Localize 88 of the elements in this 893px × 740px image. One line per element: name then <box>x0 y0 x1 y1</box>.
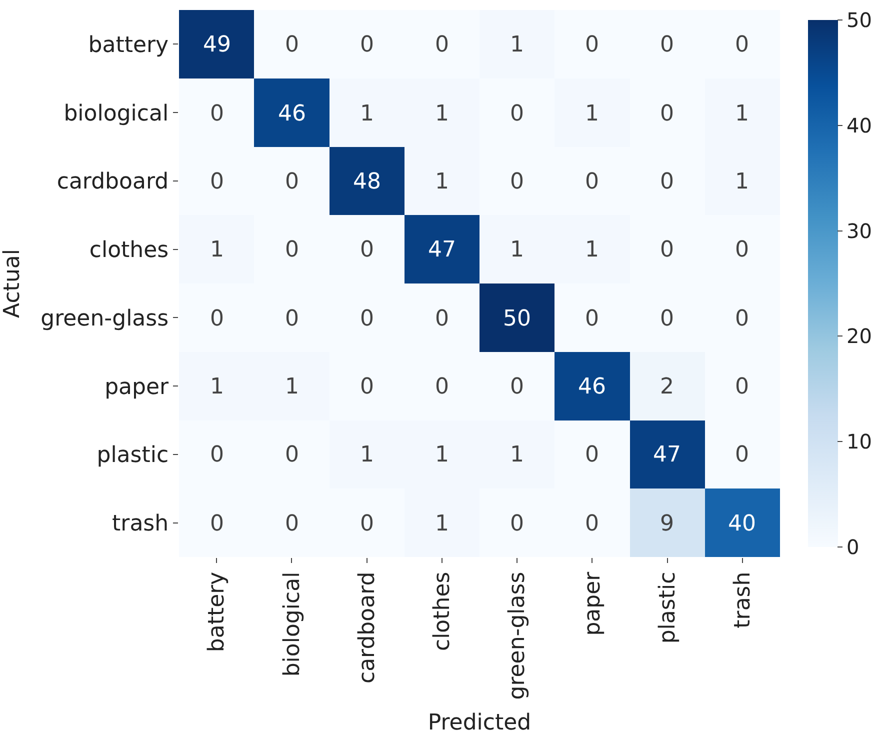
data-label: 49 <box>203 32 231 58</box>
data-label: 48 <box>353 170 381 195</box>
y-tick-label: biological <box>64 101 169 126</box>
color-bar-label: 30 <box>846 218 872 243</box>
data-label: 1 <box>585 238 599 263</box>
data-label: 0 <box>435 374 449 400</box>
data-label: 0 <box>735 374 749 400</box>
x-tick-label: green-glass <box>505 572 530 700</box>
data-label: 40 <box>728 512 756 537</box>
data-label: 0 <box>285 512 299 537</box>
data-label: 0 <box>735 442 749 468</box>
data-label: 0 <box>360 32 374 58</box>
data-label: 0 <box>285 306 299 332</box>
data-label: 0 <box>585 512 599 537</box>
y-tick-label: clothes <box>89 238 169 264</box>
data-label: 0 <box>510 374 524 400</box>
data-label: 0 <box>360 374 374 400</box>
data-label: 0 <box>285 238 299 263</box>
data-label: 0 <box>210 306 224 332</box>
data-label: 0 <box>660 32 674 58</box>
data-label: 1 <box>210 238 224 263</box>
data-label: 1 <box>585 102 599 127</box>
data-label: 1 <box>735 102 749 127</box>
data-label: 0 <box>510 102 524 127</box>
data-label: 46 <box>278 102 306 127</box>
data-label: 0 <box>660 238 674 263</box>
x-tick-label: biological <box>280 572 305 677</box>
data-label: 1 <box>435 512 449 537</box>
data-label: 0 <box>210 442 224 468</box>
data-label: 0 <box>660 170 674 195</box>
data-label: 0 <box>285 170 299 195</box>
data-label: 0 <box>510 170 524 195</box>
data-label: 9 <box>660 512 674 537</box>
x-axis-title: Predicted <box>428 710 532 736</box>
color-bar-label: 10 <box>846 430 872 454</box>
data-label: 0 <box>585 306 599 332</box>
data-label: 0 <box>285 442 299 468</box>
y-tick-label: battery <box>88 32 169 58</box>
data-label: 1 <box>735 170 749 195</box>
data-label: 0 <box>585 442 599 468</box>
x-tick-label: plastic <box>655 572 680 644</box>
data-label: 0 <box>435 306 449 332</box>
data-label: 0 <box>585 32 599 58</box>
data-label: 0 <box>360 306 374 332</box>
data-label: 0 <box>735 306 749 332</box>
y-tick-label: green-glass <box>40 306 169 332</box>
data-label: 0 <box>210 102 224 127</box>
data-label: 0 <box>210 170 224 195</box>
data-label: 1 <box>435 170 449 195</box>
data-label: 0 <box>660 102 674 127</box>
data-label: 0 <box>585 170 599 195</box>
data-label: 47 <box>428 238 456 263</box>
x-tick-label: trash <box>730 572 756 628</box>
data-label: 1 <box>285 374 299 400</box>
data-label: 1 <box>510 32 524 58</box>
y-axis-title: Actual <box>0 249 25 318</box>
data-label: 46 <box>578 374 606 400</box>
color-bar-label: 40 <box>846 113 872 138</box>
data-label: 0 <box>210 512 224 537</box>
y-tick-label: plastic <box>96 443 169 468</box>
data-label: 50 <box>503 306 531 332</box>
data-label: 1 <box>360 442 374 468</box>
data-label: 0 <box>285 32 299 58</box>
data-label: 1 <box>510 238 524 263</box>
x-tick-label: clothes <box>430 572 456 652</box>
color-bar-label: 50 <box>846 8 872 32</box>
x-tick-label: paper <box>580 570 606 636</box>
data-label: 2 <box>660 374 674 400</box>
data-label: 0 <box>360 238 374 263</box>
data-label: 0 <box>510 512 524 537</box>
data-label: 0 <box>435 32 449 58</box>
data-label: 1 <box>435 442 449 468</box>
color-bar-label: 20 <box>846 324 872 348</box>
x-tick-label: cardboard <box>354 572 380 684</box>
data-label: 1 <box>360 102 374 127</box>
y-tick-label: paper <box>104 374 170 400</box>
data-label: 0 <box>360 512 374 537</box>
data-label: 1 <box>210 374 224 400</box>
y-tick-label: trash <box>112 512 169 537</box>
data-label: 1 <box>510 442 524 468</box>
data-label: 0 <box>735 238 749 263</box>
x-tick-label: battery <box>204 572 230 652</box>
color-bar-label: 0 <box>846 535 860 559</box>
data-label: 0 <box>735 32 749 58</box>
data-label: 1 <box>435 102 449 127</box>
data-label: 47 <box>653 442 681 468</box>
data-label: 0 <box>660 306 674 332</box>
y-tick-label: cardboard <box>56 170 169 195</box>
